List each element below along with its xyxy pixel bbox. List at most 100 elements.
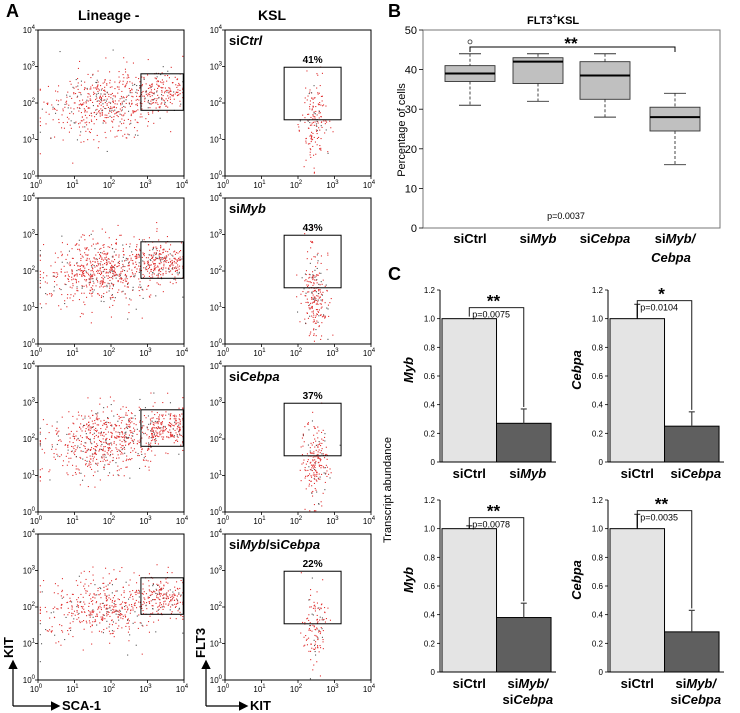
event-dot [162,415,164,417]
event-dot [100,460,102,462]
event-dot [75,580,77,582]
event-dot [103,99,105,101]
event-dot [110,267,112,269]
event-dot [69,441,71,443]
event-dot [56,608,58,610]
event-dot [321,438,323,440]
event-dot [113,106,115,108]
event-dot [166,91,168,93]
event-dot [144,97,146,99]
event-dot [138,596,140,598]
event-dot [92,73,94,75]
event-dot [126,622,128,624]
event-dot [71,612,73,614]
event-dot [122,436,124,438]
event-dot [300,446,302,448]
event-dot [171,611,173,613]
event-dot [120,613,122,615]
event-dot [162,99,164,101]
event-dot [139,250,141,252]
event-dot [306,99,308,101]
event-dot [101,114,103,116]
event-dot [148,265,150,267]
event-dot [169,418,171,420]
event-dot [312,490,314,492]
event-dot [75,456,77,458]
event-dot [97,462,99,464]
event-dot [316,129,318,131]
tick-exp: 0 [39,684,43,690]
bar-category-label: siCebpa [670,466,721,481]
event-dot [73,275,75,277]
event-dot [126,606,128,608]
event-dot [180,259,182,261]
event-dot [111,294,113,296]
event-dot [119,443,121,445]
event-dot [175,417,177,419]
sample-label: siCtrl [229,33,263,48]
event-dot [84,415,86,417]
flow-cytometry-grid: 1001001011011021021031031041041001001011… [23,25,376,694]
event-dot [122,433,124,435]
event-dot [157,421,159,423]
event-dot [146,261,148,263]
event-dot [146,288,148,290]
event-dot [126,280,128,282]
event-dot [147,270,149,272]
event-dot [61,253,63,255]
event-dot [87,429,89,431]
event-dot [311,444,313,446]
event-dot [178,268,180,270]
ksl-x-axis-label: KIT [250,698,271,713]
event-dot [111,432,113,434]
event-dot [310,442,312,444]
event-dot [100,252,102,254]
event-dot [301,437,303,439]
event-dot [82,479,84,481]
event-dot [154,599,156,601]
event-dot [314,488,316,490]
event-dot [304,273,306,275]
event-dot [95,620,97,622]
event-dot [141,448,143,450]
tick-base: 10 [290,349,299,358]
event-dot [96,615,98,617]
event-dot [139,256,141,258]
event-dot [161,436,163,438]
event-dot [117,280,119,282]
event-dot [314,648,316,650]
event-dot [65,284,67,286]
event-dot [178,430,180,432]
event-dot [101,252,103,254]
tick-base: 10 [253,517,262,526]
event-dot [121,420,123,422]
event-dot [116,413,118,415]
event-dot [158,254,160,256]
event-dot [102,438,104,440]
tick-exp: 4 [185,516,189,522]
event-dot [173,596,175,598]
event-dot [153,621,155,623]
event-dot [109,472,111,474]
event-dot [154,439,156,441]
event-dot [166,256,168,258]
tick-base: 10 [363,517,372,526]
event-dot [167,261,169,263]
event-dot [126,82,128,84]
event-dot [64,275,66,277]
event-dot [318,457,320,459]
event-dot [138,409,140,411]
event-dot [316,471,318,473]
event-dot [115,622,117,624]
event-dot [106,425,108,427]
event-dot [157,275,159,277]
event-dot [127,74,129,76]
event-dot [100,273,102,275]
event-dot [148,448,150,450]
event-dot [316,73,318,75]
event-dot [156,282,158,284]
event-dot [316,480,318,482]
event-dot [311,226,313,228]
y-tick-label: 103 [23,62,36,72]
event-dot [79,134,81,136]
